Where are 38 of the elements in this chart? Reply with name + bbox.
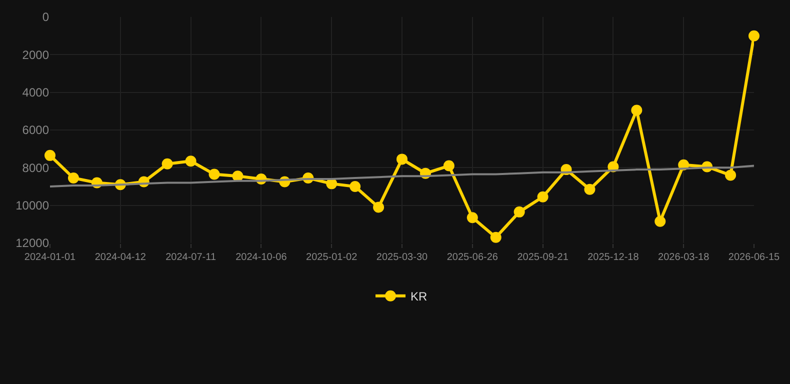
point	[490, 232, 502, 243]
y-tick-label: 12000	[16, 236, 50, 250]
point	[725, 170, 736, 181]
x-tick-label: 2024-10-06	[236, 252, 288, 263]
x-tick-label: 2024-01-01	[24, 252, 76, 263]
x-tick-label: 2024-07-11	[166, 252, 216, 263]
point	[514, 206, 525, 218]
point	[466, 212, 478, 224]
point	[443, 160, 454, 172]
point	[350, 181, 361, 192]
x-tick-label: 2025-01-02	[306, 252, 358, 263]
y-tick-label: 10000	[16, 198, 50, 213]
point	[584, 184, 596, 195]
point	[373, 202, 384, 213]
y-tick-label: 4000	[22, 86, 50, 100]
point	[185, 156, 196, 167]
y-tick-label: 0	[42, 10, 50, 24]
x-tick-label: 2025-06-26	[446, 252, 498, 263]
point	[654, 216, 666, 227]
point	[232, 170, 244, 182]
x-tick-label: 2025-09-21	[517, 252, 569, 263]
point	[68, 172, 79, 184]
point	[748, 30, 760, 42]
x-tick-label: 2025-03-30	[376, 252, 428, 263]
x-tick-label: 2024-04-12	[94, 252, 146, 263]
point	[396, 154, 408, 165]
point	[208, 168, 220, 180]
point	[44, 150, 56, 161]
y-tick-label: 2000	[22, 48, 50, 62]
x-tick-label: 2026-06-15	[728, 252, 780, 263]
point	[631, 104, 642, 116]
x-tick-label: 2025-12-18	[588, 252, 640, 263]
point	[162, 158, 173, 170]
point	[537, 191, 548, 202]
x-tick-label: 2026-03-18	[658, 252, 710, 263]
legend-label: KR	[410, 290, 428, 304]
y-tick-label: 8000	[22, 160, 50, 175]
y-tick-label: 6000	[22, 123, 50, 138]
